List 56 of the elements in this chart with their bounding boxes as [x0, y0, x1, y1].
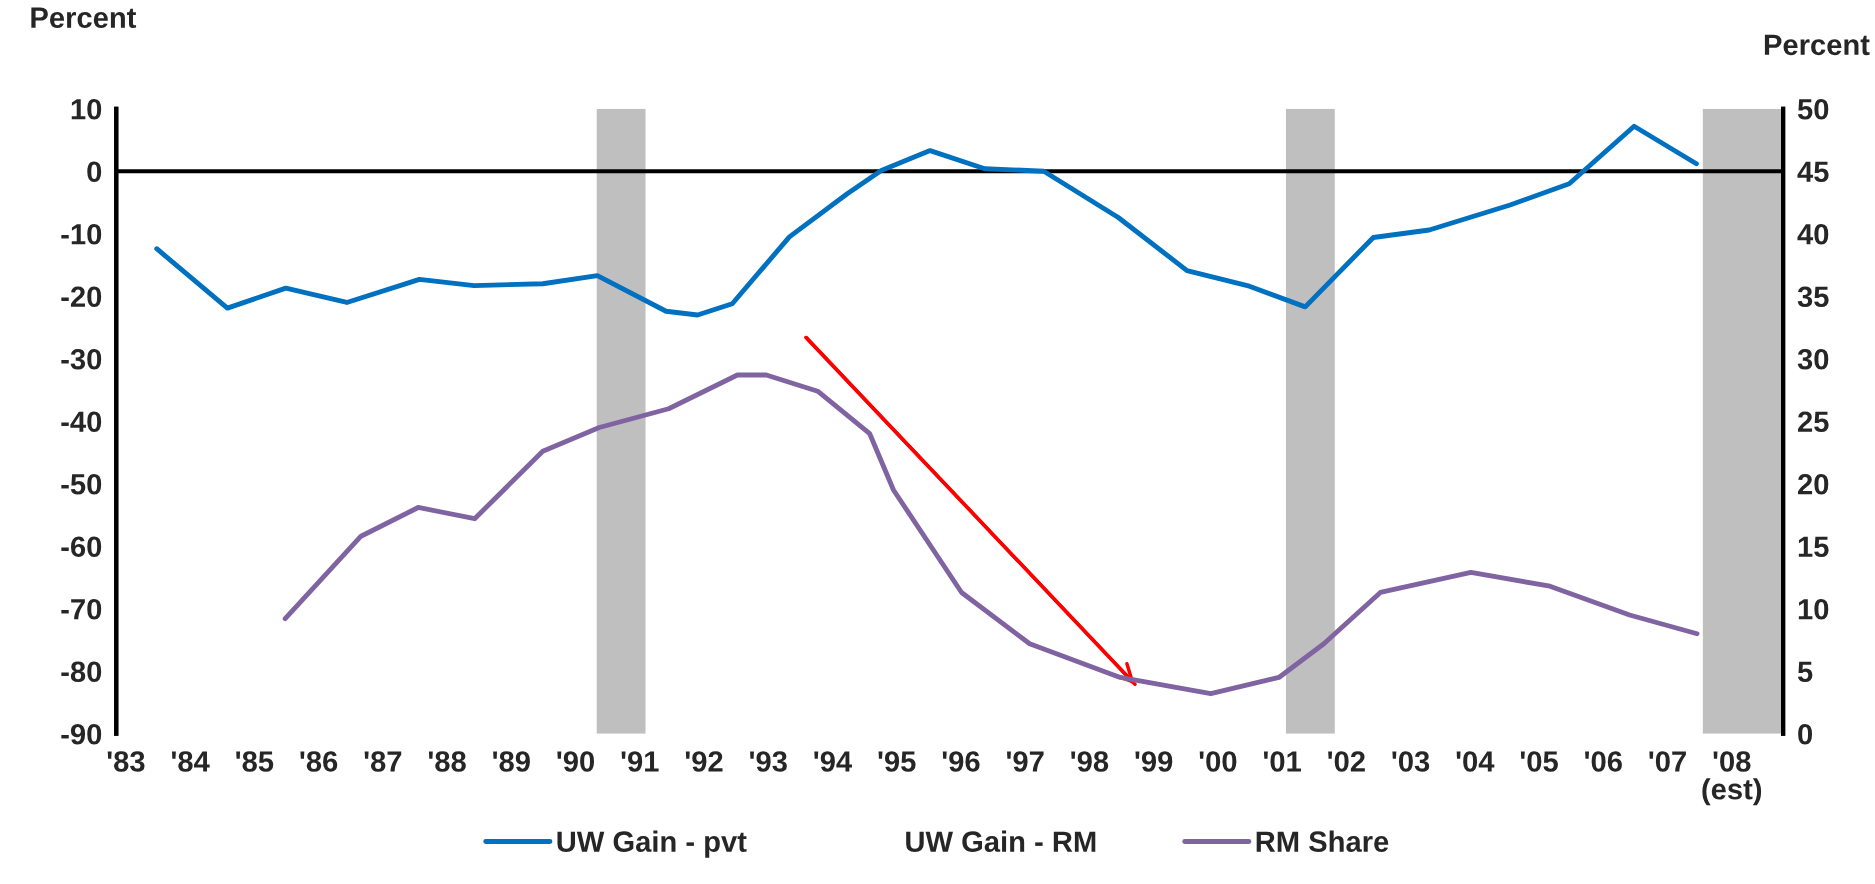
x-tick-label: '93	[750, 751, 787, 772]
y-tick-label: 10	[71, 98, 102, 120]
y2-tick-label: 45	[1797, 161, 1829, 183]
x-tick-label: '86	[300, 751, 338, 772]
y-tick-label: -90	[61, 723, 102, 745]
x-tick-label: '07	[1649, 751, 1686, 772]
x-tick-label: '94	[814, 751, 852, 772]
x-tick-label: '01	[1263, 751, 1301, 772]
y-tick-label: -80	[61, 661, 102, 683]
y2-tick-label: 0	[1798, 723, 1813, 745]
x-tick-label: '88	[428, 751, 466, 772]
y-tick-label: -50	[61, 473, 102, 495]
y-tick-label: -60	[61, 536, 102, 558]
x-tick-label: '98	[1071, 751, 1109, 772]
x-tick-label: '08	[1713, 751, 1751, 772]
y-tick-label: -20	[61, 286, 102, 308]
x-tick-label: '85	[236, 751, 274, 772]
legend-label: UW Gain - pvt	[557, 830, 747, 858]
y2-tick-label: 5	[1797, 661, 1813, 683]
x-tick-label: '97	[1007, 751, 1044, 772]
x-tick-label: '84	[171, 751, 210, 772]
x-tick-label: '83	[107, 751, 145, 772]
text: UW Gain - RM	[906, 830, 1096, 852]
x-tick-label: '92	[685, 751, 723, 772]
y2-tick-label: 40	[1797, 223, 1829, 245]
y2-tick-label: 20	[1798, 473, 1829, 495]
x-tick-label: '96	[942, 751, 980, 772]
y2-tick-label: 50	[1797, 98, 1829, 120]
legend-label: RM Share	[1256, 830, 1389, 852]
y-axis-title: Percent	[31, 7, 137, 28]
y-tick-label: -30	[61, 348, 102, 370]
x-tick-label: '06	[1585, 751, 1622, 772]
y-tick-label: -70	[61, 598, 102, 620]
x-tick-label: '04	[1456, 751, 1495, 772]
x-tick-label: '02	[1328, 751, 1365, 772]
y-tick-label: -10	[61, 223, 102, 245]
text: (est)	[1702, 778, 1762, 806]
y2-tick-label: 25	[1798, 411, 1829, 433]
x-tick-label: '99	[1135, 751, 1173, 772]
x-tick-label: '00	[1199, 751, 1237, 772]
x-tick-label: '03	[1392, 751, 1430, 772]
x-tick-label: '87	[364, 751, 402, 772]
line-series	[282, 372, 1700, 697]
line-series	[154, 123, 1699, 318]
x-tick-label: '90	[557, 751, 595, 772]
x-tick-label: '89	[493, 751, 530, 772]
y2-tick-label: 10	[1798, 598, 1829, 620]
y-tick-label: -40	[61, 411, 102, 433]
x-tick-label: '05	[1520, 751, 1558, 772]
x-tick-label: '95	[878, 751, 916, 772]
y2-axis-title: Percent	[1764, 34, 1870, 56]
y2-tick-label: 30	[1797, 348, 1829, 370]
y2-tick-label: 35	[1797, 286, 1829, 308]
y2-tick-label: 15	[1798, 536, 1829, 558]
x-tick-label: '91	[621, 751, 659, 772]
y-tick-label: 0	[87, 161, 102, 183]
